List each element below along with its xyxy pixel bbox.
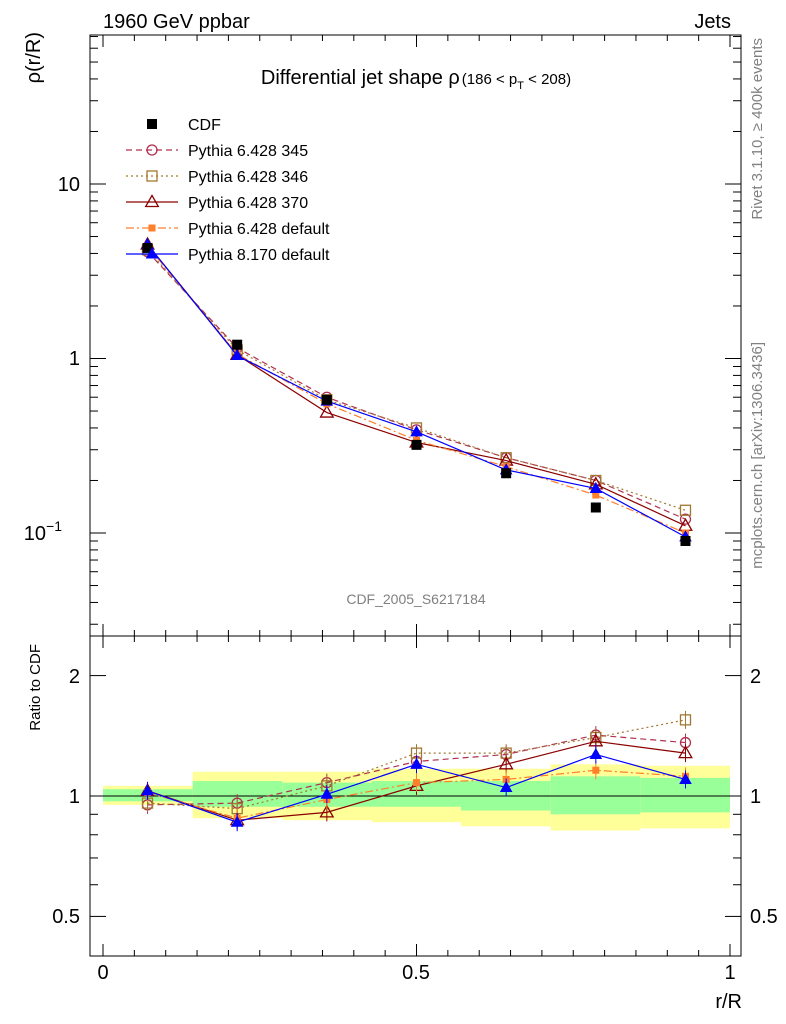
ratio-point-pythia-6-428-370-6 (678, 745, 693, 759)
y-top-tick-0.1: 10−1 (24, 518, 62, 545)
axis-ticks (90, 35, 741, 956)
legend-label-3: Pythia 6.428 370 (188, 195, 308, 212)
y-bottom-tick-2-left: 2 (69, 666, 80, 688)
ratio-point-pythia-8-170-default-2 (320, 787, 334, 799)
legend-marker-2 (146, 170, 158, 182)
y-top-tick-10: 10 (58, 174, 80, 196)
y-top-tick-1: 1 (69, 348, 80, 370)
cdf-point-6 (680, 535, 691, 546)
chart-title-range: (186 < p (462, 71, 517, 88)
x-tick-1: 1 (724, 962, 735, 984)
point-pythia-8-170-default-3 (410, 425, 423, 437)
cdf-point-5 (590, 502, 601, 513)
point-pythia-6-428-default-5 (592, 491, 600, 499)
point-pythia-8-170-default-5 (589, 481, 603, 493)
point-pythia-6-428-345-6 (679, 513, 692, 525)
ratio-point-pythia-8-170-default-5 (589, 747, 603, 759)
point-pythia-6-428-370-2 (319, 404, 335, 418)
cdf-point-0 (142, 242, 153, 253)
header-left: 1960 GeV ppbar (103, 11, 250, 33)
chart-title-main: Differential jet shape ρ (261, 67, 460, 89)
y-bottom-tick-0.5-left: 0.5 (52, 906, 80, 928)
legend: CDF Pythia 6.428 345 Pythia 6.428 346 Pythi… (126, 117, 330, 264)
legend-label-5: Pythia 8.170 default (188, 247, 330, 264)
header-right: Jets (694, 11, 731, 33)
y-axis-label-top: ρ(r/R) (23, 32, 45, 83)
ratio-point-pythia-6-428-370-4 (498, 756, 514, 770)
legend-item-0: CDF (147, 117, 221, 134)
source-label: mcplots.cern.ch [arXiv:1306.3436] (749, 342, 766, 569)
legend-label-4: Pythia 6.428 default (188, 221, 330, 238)
legend-item-3: Pythia 6.428 370 (126, 194, 308, 212)
x-tick-0.5: 0.5 (402, 962, 430, 984)
rivet-label: Rivet 3.1.10, ≥ 400k events (749, 38, 766, 220)
ratio-point-pythia-8-170-default-0 (141, 784, 154, 796)
ratio-point-pythia-6-428-default-3 (413, 779, 420, 787)
chart-title: Differential jet shape ρ (186 < pT < 208) (261, 67, 571, 92)
cdf-point-3 (411, 439, 422, 450)
cdf-point-2 (321, 394, 332, 405)
legend-label-0: CDF (188, 117, 221, 134)
legend-marker-5 (145, 247, 159, 259)
legend-item-2: Pythia 6.428 346 (126, 169, 308, 186)
legend-marker-0 (147, 119, 157, 129)
legend-label-1: Pythia 6.428 345 (188, 143, 308, 160)
bottom-panel-frame (89, 635, 742, 957)
chart-title-range-end: < 208) (524, 71, 571, 88)
y-bottom-tick-2-right: 2 (750, 666, 761, 688)
legend-label-2: Pythia 6.428 346 (188, 169, 308, 186)
band-green-5 (550, 776, 641, 815)
ratio-point-pythia-8-170-default-3 (410, 757, 423, 769)
ratio-point-pythia-8-170-default-1 (230, 815, 244, 827)
series-line-pythia-8-170-default (147, 244, 686, 538)
y-bottom-tick-1-right: 1 (750, 786, 761, 808)
ratio-panel-series (140, 710, 693, 832)
legend-item-4: Pythia 6.428 default (126, 221, 330, 238)
x-tick-0: 0 (97, 962, 108, 984)
ratio-point-pythia-6-428-default-5 (592, 766, 600, 774)
legend-marker-1 (146, 144, 158, 156)
point-pythia-8-170-default-1 (230, 348, 244, 361)
series-line-pythia-6-428-345 (147, 251, 686, 520)
ratio-point-pythia-6-428-370-2 (319, 804, 335, 818)
cdf-point-1 (232, 339, 243, 350)
series-line-pythia-6-428-370 (147, 244, 686, 527)
top-panel-series (140, 236, 693, 546)
y-axis-label-bottom: Ratio to CDF (27, 644, 44, 731)
series-line-pythia-6-428-346 (147, 249, 686, 511)
point-pythia-6-428-346-6 (679, 504, 692, 516)
y-bottom-tick-1-left: 1 (69, 786, 80, 808)
legend-marker-3 (144, 194, 160, 208)
series-line-pythia-6-428-default (147, 245, 686, 534)
ratio-point-pythia-6-428-346-6 (679, 714, 692, 726)
x-axis-label: r/R (715, 991, 742, 1013)
chart-title-sub: T (517, 80, 524, 92)
legend-item-1: Pythia 6.428 345 (126, 143, 308, 160)
y-bottom-tick-0.5-right: 0.5 (750, 906, 778, 928)
ratio-point-pythia-8-170-default-6 (679, 772, 692, 784)
ratio-point-pythia-8-170-default-4 (499, 780, 513, 793)
legend-marker-4 (148, 224, 156, 232)
cdf-point-4 (501, 468, 512, 479)
legend-item-5: Pythia 8.170 default (126, 247, 330, 264)
analysis-id: CDF_2005_S6217184 (346, 591, 486, 607)
